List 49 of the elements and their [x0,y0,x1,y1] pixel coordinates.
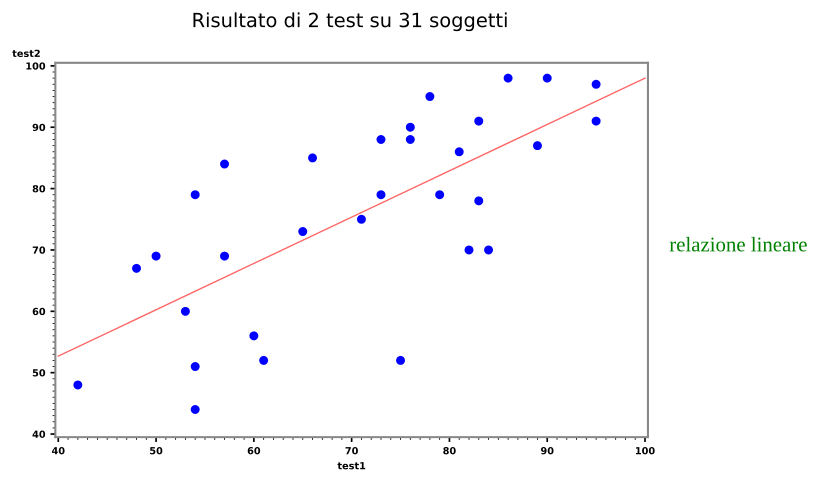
x-tick-label: 60 [248,447,260,454]
point [532,141,542,150]
point [474,196,484,206]
point [356,214,366,224]
y-tick-label: 80 [32,185,46,192]
point [190,362,200,372]
point [298,227,308,236]
point [484,245,494,254]
point [308,153,318,162]
point [474,116,484,126]
y-tick-label: 100 [26,62,46,70]
y-tick-label: 90 [32,124,46,132]
point [592,116,601,126]
x-axis-title: test1 [338,462,366,470]
point [504,74,513,83]
point [220,252,230,261]
point [425,92,434,102]
x-tick-label: 90 [540,447,554,454]
point [190,405,200,414]
point [406,122,415,132]
y-tick-label: 50 [32,369,46,377]
point [435,190,444,200]
point [249,331,258,340]
point [180,306,190,316]
point [376,190,386,200]
point [454,147,464,156]
x-tick-label: 50 [150,447,162,454]
x-tick-label: 70 [346,447,358,454]
point [592,80,601,89]
point [220,160,230,169]
point [396,356,406,365]
y-tick-label: 60 [32,308,46,316]
y-tick-label: 70 [32,246,46,254]
y-tick-label: 40 [32,430,46,438]
x-tick-label: 40 [52,447,65,454]
x-tick-label: 80 [443,447,456,454]
point [464,245,474,254]
point [73,380,82,390]
point [542,74,552,83]
point [132,264,142,273]
chart-title: Risultato di 2 test su 31 soggetti [193,12,507,32]
point [190,190,200,200]
text: relazione lineare [670,236,807,252]
x-tick-label: 100 [636,447,655,454]
point [376,134,386,144]
point [406,134,415,144]
point [259,356,268,365]
y-axis-title: test2 [12,50,40,58]
point [152,252,161,261]
